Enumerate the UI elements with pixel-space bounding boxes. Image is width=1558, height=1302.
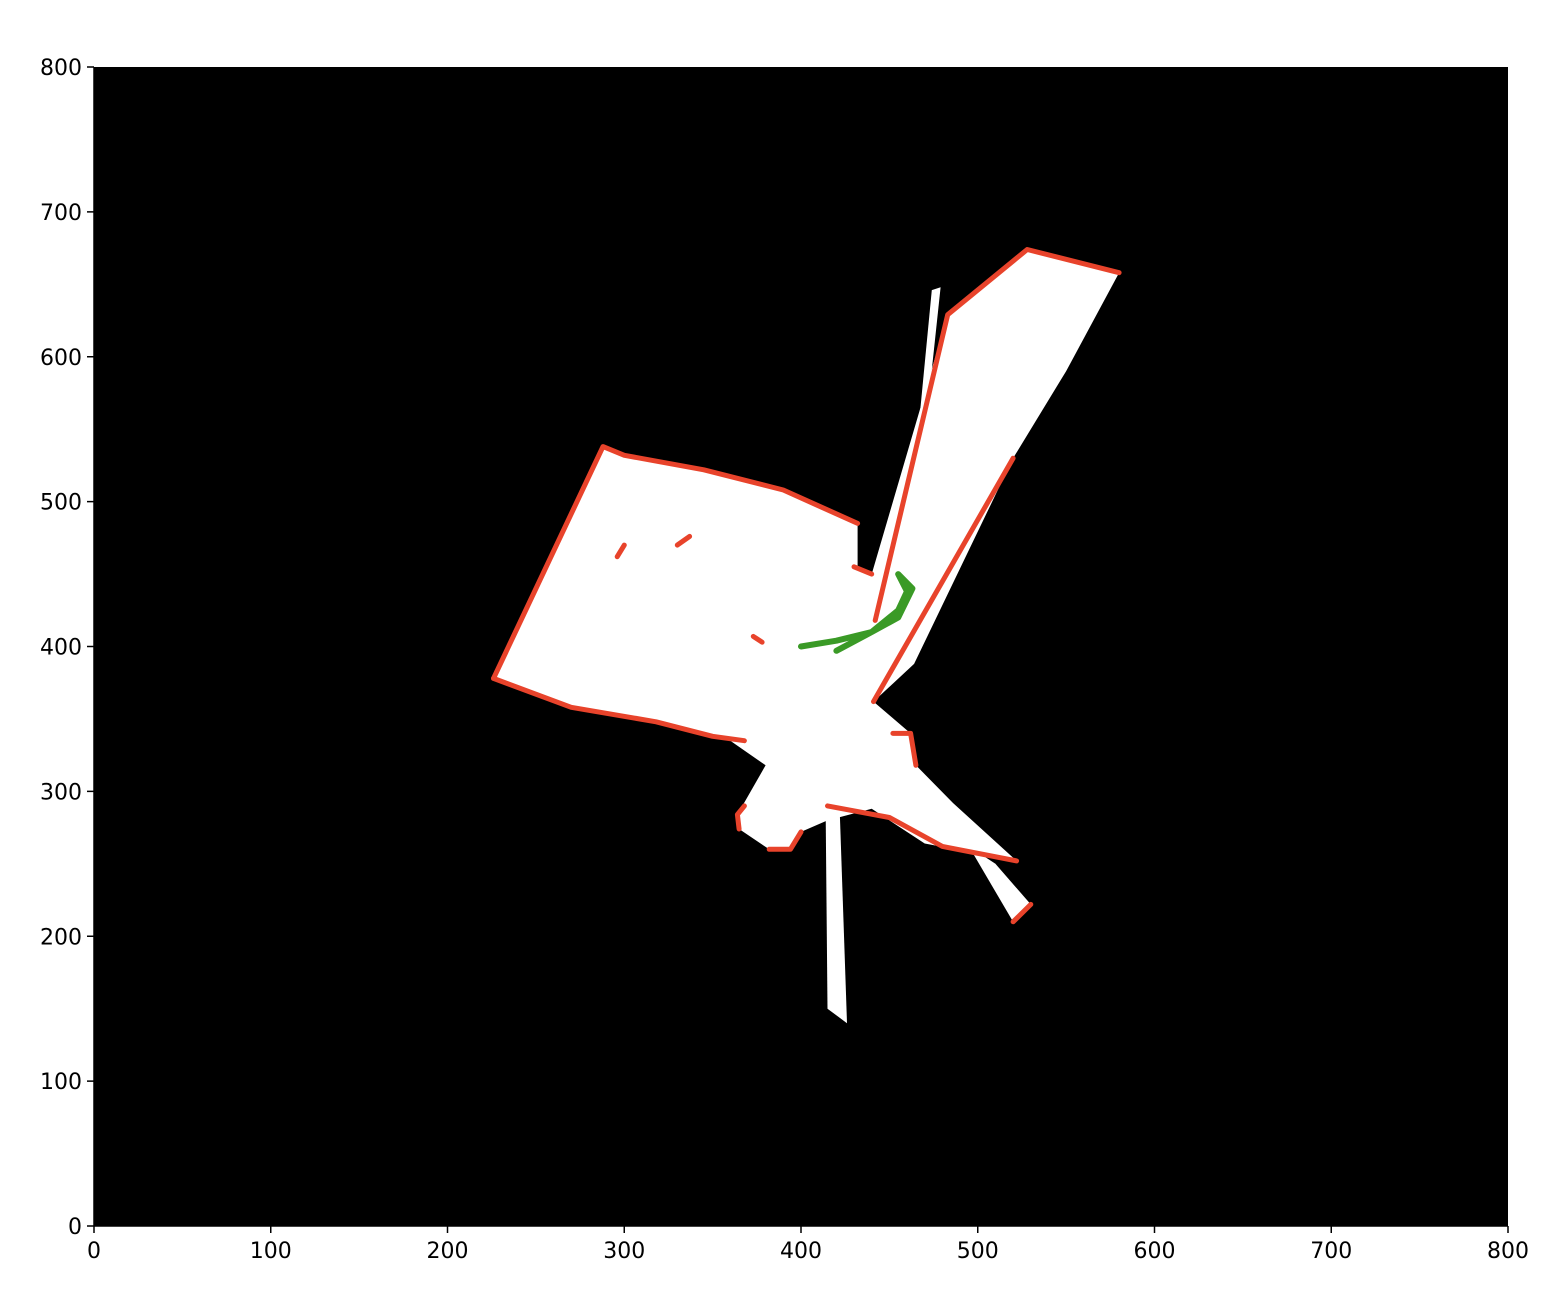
y-tick-label-8: 800 — [40, 56, 82, 81]
x-tick-label-1: 100 — [250, 1239, 292, 1264]
occupied-edge-4 — [871, 455, 1016, 705]
free-region-1 — [917, 287, 941, 437]
free-region-2 — [825, 816, 847, 1024]
occupied-edge-5 — [890, 730, 919, 768]
y-tick-label-6: 600 — [40, 346, 82, 371]
occupied-edge-3 — [872, 247, 1122, 623]
x-tick-label-6: 600 — [1134, 1239, 1176, 1264]
y-tick-label-7: 700 — [40, 201, 82, 226]
x-tick-label-0: 0 — [87, 1239, 101, 1264]
robot-trajectory — [798, 571, 916, 654]
y-tick-label-3: 300 — [40, 780, 82, 805]
x-ticks: 0 100 200 300 400 500 600 700 800 — [87, 1226, 1529, 1264]
occupied-edge-7 — [766, 829, 804, 852]
occupied-edge-10 — [674, 533, 693, 548]
occupied-edge-1 — [491, 675, 747, 744]
free-region-0 — [493, 249, 1120, 861]
y-tick-label-1: 100 — [40, 1070, 82, 1095]
y-tick-label-4: 400 — [40, 636, 82, 661]
x-tick-label-7: 700 — [1310, 1239, 1352, 1264]
x-tick-label-8: 800 — [1487, 1239, 1529, 1264]
occupied-edge-8 — [825, 803, 1020, 864]
occupied-edge-9 — [614, 542, 627, 560]
x-tick-label-2: 200 — [427, 1239, 469, 1264]
y-ticks: 0 100 200 300 400 500 600 700 800 — [40, 56, 94, 1240]
y-tick-label-5: 500 — [40, 491, 82, 516]
occupied-edges-layer — [491, 247, 1122, 925]
occupied-edge-0 — [491, 444, 861, 681]
occupied-edge-2 — [851, 564, 875, 577]
y-tick-label-2: 200 — [40, 925, 82, 950]
x-tick-label-4: 400 — [780, 1239, 822, 1264]
y-tick-label-0: 0 — [68, 1215, 82, 1240]
free-space-layer — [493, 249, 1120, 1024]
occupied-edge-12 — [1010, 901, 1034, 925]
occupied-edge-11 — [750, 633, 765, 645]
free-region-3 — [968, 846, 1031, 922]
trajectory-layer — [798, 571, 916, 654]
x-tick-label-5: 500 — [957, 1239, 999, 1264]
occupied-edge-6 — [734, 803, 747, 832]
x-tick-label-3: 300 — [603, 1239, 645, 1264]
